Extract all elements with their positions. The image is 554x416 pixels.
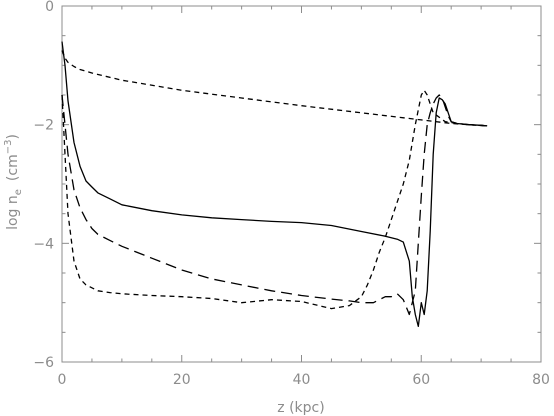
axes: 0 20 40 60 80 0 −2 −4 −6 [33,0,550,388]
y-axis-label-unit-open: (cm [5,154,21,181]
y-tick-label: 0 [45,0,54,15]
series-line-3-short-dash [61,89,488,310]
x-axis-label: z (kpc) [277,400,324,416]
x-tick-label: 60 [412,372,430,388]
y-tick-label: −2 [33,118,54,134]
axis-labels: z (kpc) log ne (cm−3) [3,134,325,416]
x-tick-label: 40 [293,372,311,388]
x-tick-label: 20 [173,372,191,388]
series-lines [61,41,488,328]
plot-frame [61,5,542,363]
y-axis-label-unit-close: ) [5,134,21,139]
x-tick-label: 0 [58,372,67,388]
y-axis-label-unit-exp: −3 [3,140,14,155]
y-axis-label-main: log n [5,195,21,230]
x-tick-label: 80 [532,372,550,388]
series-line-4-short-dash [61,50,488,127]
series-line-2-long-dash [61,94,488,316]
y-tick-label: −4 [33,236,54,252]
y-tick-label: −6 [33,355,54,371]
y-axis-label: log ne (cm−3) [3,134,24,230]
series-line-1-solid [61,41,488,328]
y-axis-label-sub: e [13,189,24,195]
